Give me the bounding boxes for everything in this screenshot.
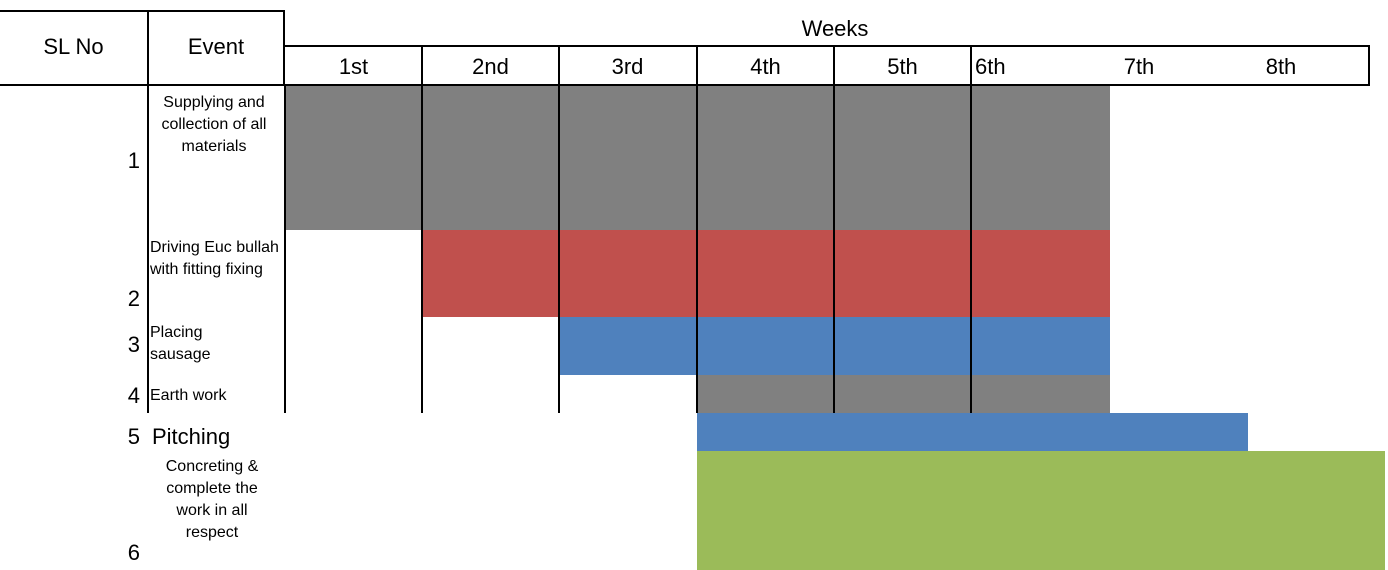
- body-divider-week-1: [284, 86, 286, 413]
- bar-event-6: [697, 451, 1385, 570]
- week-header-4: 4th: [750, 54, 781, 79]
- body-divider-week-2: [421, 86, 423, 413]
- week-divider: [558, 46, 560, 85]
- row-4-event: Earth work: [150, 387, 227, 404]
- bar-event-2: [422, 230, 1110, 317]
- row-3-sl-no: 3: [127, 332, 140, 357]
- bar-event-5: [697, 413, 1248, 451]
- body-divider-event: [147, 86, 149, 413]
- week-divider: [421, 46, 423, 85]
- sl-no-header: SL No: [43, 34, 104, 59]
- week-header-5: 5th: [887, 54, 918, 79]
- weeks-header-underline: [284, 45, 1370, 47]
- week-divider: [970, 46, 972, 85]
- header-top-border: [0, 10, 284, 12]
- header-bottom-border: [0, 84, 1370, 86]
- week-header-3: 3rd: [611, 54, 644, 79]
- row-5-sl-no: 5: [127, 424, 140, 449]
- row-1-event: Supplying and collection of all material…: [161, 94, 267, 155]
- body-divider-week-3: [558, 86, 560, 413]
- row-1-sl-no: 1: [127, 148, 140, 173]
- week-divider: [696, 46, 698, 85]
- bar-event-4: [697, 375, 1110, 413]
- row-2-sl-no: 2: [127, 286, 140, 311]
- body-divider-week-5: [833, 86, 835, 413]
- week-header-8: 8th: [1265, 54, 1297, 79]
- weeks-header-right-border: [1368, 45, 1370, 85]
- body-divider-week-6: [970, 86, 972, 413]
- row-6-event: Concreting & complete the work in all re…: [165, 458, 259, 541]
- week-divider: [833, 46, 835, 85]
- weeks-header: Weeks: [801, 16, 869, 41]
- row-5-event: Pitching: [152, 424, 231, 449]
- row-3-event: Placing sausage: [150, 324, 211, 363]
- row-4-sl-no: 4: [127, 383, 140, 408]
- week-header-6: 6th: [975, 54, 1006, 79]
- header-sl-event-divider: [147, 10, 149, 84]
- header-event-weeks-divider: [283, 10, 285, 84]
- body-divider-week-4: [696, 86, 698, 413]
- week-header-2: 2nd: [472, 54, 509, 79]
- week-header-1: 1st: [338, 54, 369, 79]
- event-header: Event: [187, 34, 245, 59]
- week-header-7: 7th: [1123, 54, 1155, 79]
- row-2-event: Driving Euc bullah with fitting fixing: [150, 239, 279, 278]
- row-6-sl-no: 6: [127, 540, 140, 565]
